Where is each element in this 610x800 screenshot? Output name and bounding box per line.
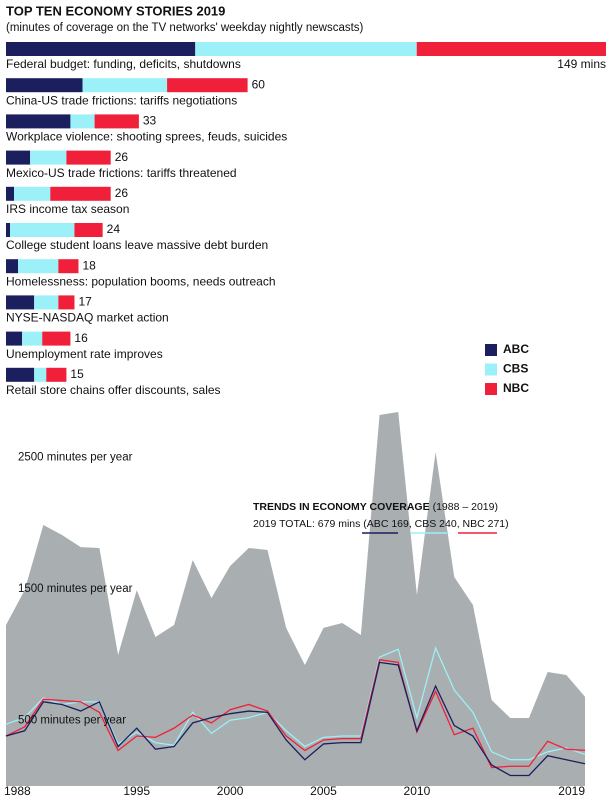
category-label: Homelessness: population booms, needs ou… — [6, 274, 276, 288]
bar-segment — [66, 150, 111, 165]
legend-label: CBS — [503, 362, 528, 376]
total-label: 26 — [115, 150, 129, 164]
bar-segment — [6, 331, 23, 346]
x-tick-label: 2019 — [558, 784, 585, 798]
annotation-range: (1988 – 2019) — [433, 501, 498, 513]
bar-segment — [416, 42, 606, 56]
bar-segment — [46, 367, 67, 382]
category-label: Federal budget: funding, deficits, shutd… — [6, 57, 241, 71]
bar-segment — [195, 42, 417, 56]
category-label: China-US trade frictions: tariffs negoti… — [6, 93, 237, 107]
total-label: 16 — [74, 331, 88, 345]
y-tick-label: 1500 minutes per year — [18, 583, 133, 595]
y-tick-label: 2500 minutes per year — [18, 451, 133, 463]
bar-segment — [50, 186, 111, 201]
x-tick-label: 1995 — [123, 784, 150, 798]
bar-segment — [6, 78, 83, 93]
y-tick-label: 500 minutes per year — [18, 714, 126, 726]
category-label: Mexico-US trade frictions: tariffs threa… — [6, 166, 237, 180]
total-label: 17 — [78, 295, 92, 309]
category-label: College student loans leave massive debt… — [6, 238, 268, 252]
area — [6, 412, 585, 786]
x-tick-label: 2000 — [217, 784, 244, 798]
bar-segment — [42, 331, 71, 346]
total-label: 24 — [107, 222, 121, 236]
total-label: 18 — [82, 258, 96, 272]
annotation-title: TRENDS IN ECONOMY COVERAGE (1988 – 2019) — [253, 501, 498, 513]
bar-segment — [14, 186, 51, 201]
legend-label: ABC — [503, 342, 529, 356]
bar-segment — [6, 367, 35, 382]
x-tick-label: 2010 — [404, 784, 431, 798]
category-label: Workplace violence: shooting sprees, feu… — [6, 130, 287, 144]
category-label: Retail store chains offer discounts, sal… — [6, 383, 221, 397]
bar-segment — [58, 259, 79, 274]
total-label: 33 — [143, 114, 157, 128]
x-tick-label: 1988 — [4, 784, 31, 798]
chart-title: TOP TEN ECONOMY STORIES 2019 — [6, 3, 225, 18]
bar-segment — [82, 78, 168, 93]
bar-segment — [10, 223, 75, 237]
bar-segment — [6, 259, 19, 274]
category-label: Unemployment rate improves — [6, 347, 163, 361]
network-line — [5, 661, 586, 777]
bar-segment — [74, 223, 103, 237]
category-label: NYSE-NASDAQ market action — [6, 311, 169, 325]
bar-segment — [6, 150, 31, 165]
legend-swatch — [485, 383, 497, 395]
bar-segment — [34, 295, 59, 310]
x-tick-label: 2005 — [310, 784, 337, 798]
bar-segment — [22, 331, 43, 346]
bar-segment — [94, 114, 139, 129]
bar-segment — [6, 114, 71, 129]
legend-swatch — [485, 344, 497, 356]
bar-segment — [167, 78, 248, 93]
bar-segment — [58, 295, 75, 310]
bar-segment — [30, 150, 67, 165]
legend-swatch — [485, 363, 497, 376]
annotation-title-bold: TRENDS IN ECONOMY COVERAGE — [253, 501, 430, 513]
bar-segment — [6, 42, 196, 56]
legend-label: NBC — [503, 381, 529, 395]
bar-segment — [6, 295, 35, 310]
bar-segment — [70, 114, 95, 129]
bar-segment — [18, 259, 59, 274]
bar-segment — [34, 367, 47, 382]
chart-subtitle: (minutes of coverage on the TV networks'… — [6, 22, 364, 34]
total-label: 60 — [252, 77, 266, 91]
total-label: 26 — [115, 186, 129, 200]
bar-segment — [6, 186, 15, 201]
annotation-total: 2019 TOTAL: 679 mins (ABC 169, CBS 240, … — [253, 518, 509, 530]
total-label: 15 — [70, 367, 84, 381]
bar-segment — [6, 223, 11, 237]
total-label: 149 mins — [557, 57, 606, 71]
category-label: IRS income tax season — [6, 202, 129, 216]
